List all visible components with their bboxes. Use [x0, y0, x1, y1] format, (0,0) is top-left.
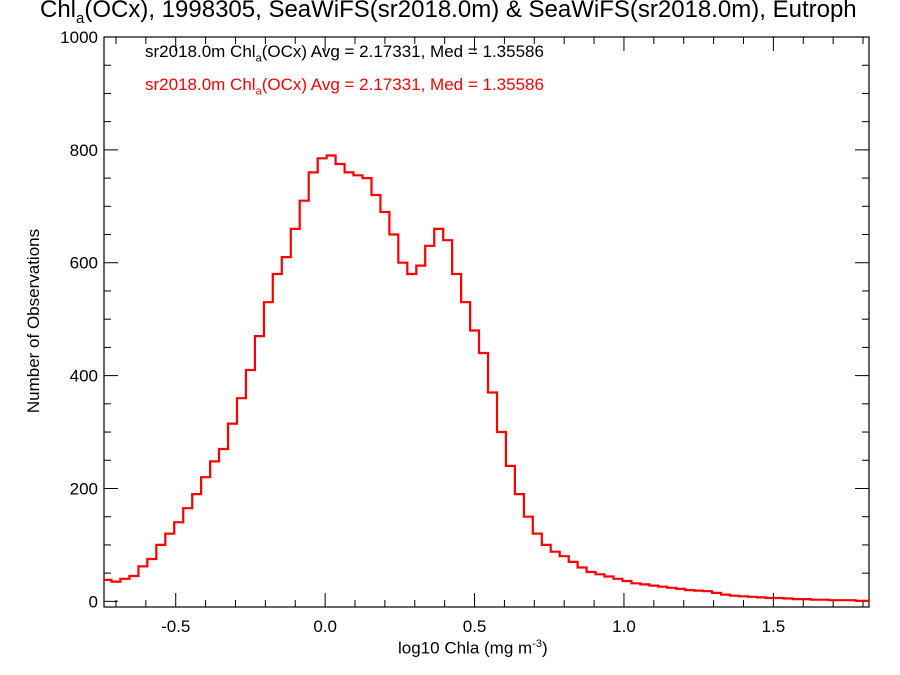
- x-tick-label: 0.0: [313, 617, 337, 636]
- x-tick-label: 1.5: [762, 617, 786, 636]
- x-axis-label: log10 Chla (mg m-3): [398, 638, 548, 658]
- y-axis-label: Number of Observations: [24, 228, 43, 414]
- legend-entry-black: sr2018.0m Chla(OCx) Avg = 2.17331, Med =…: [145, 42, 544, 65]
- y-tick-label: 400: [70, 367, 98, 386]
- x-tick-label: -0.5: [161, 617, 190, 636]
- axis-ticks: [104, 36, 869, 607]
- y-tick-label: 0: [89, 592, 98, 611]
- y-tick-label: 1000: [60, 28, 98, 47]
- axis-tick-labels: -0.5 0.0 0.5 1.0 1.5 0 200 400 600 800 1000: [60, 28, 785, 636]
- series-layer: [104, 154, 869, 602]
- x-tick-label: 0.5: [463, 617, 487, 636]
- x-tick-label: 1.0: [612, 617, 636, 636]
- y-tick-label: 800: [70, 141, 98, 160]
- histogram-series-line: [104, 154, 869, 602]
- legend-entry-red: sr2018.0m Chla(OCx) Avg = 2.17331, Med =…: [145, 75, 544, 98]
- y-tick-label: 200: [70, 479, 98, 498]
- y-tick-label: 600: [70, 254, 98, 273]
- chart-title: Chla(OCx), 1998305, SeaWiFS(sr2018.0m) &…: [40, 0, 857, 27]
- plot-frame: [103, 36, 870, 608]
